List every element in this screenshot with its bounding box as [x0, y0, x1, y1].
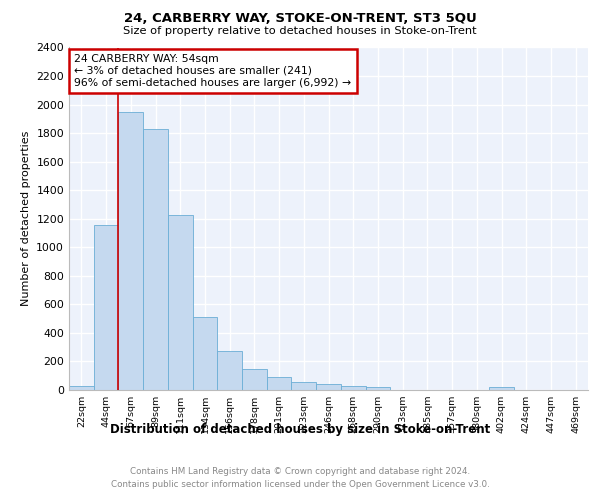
Bar — [316, 384, 341, 390]
Y-axis label: Number of detached properties: Number of detached properties — [21, 131, 31, 306]
Bar — [193, 317, 217, 390]
Bar — [118, 112, 143, 390]
Bar — [242, 368, 267, 390]
Bar — [267, 377, 292, 390]
Bar — [94, 225, 118, 390]
Text: 24 CARBERRY WAY: 54sqm
← 3% of detached houses are smaller (241)
96% of semi-det: 24 CARBERRY WAY: 54sqm ← 3% of detached … — [74, 54, 352, 88]
Bar — [168, 215, 193, 390]
Bar — [69, 386, 94, 390]
Text: Distribution of detached houses by size in Stoke-on-Trent: Distribution of detached houses by size … — [110, 422, 490, 436]
Text: Contains HM Land Registry data © Crown copyright and database right 2024.
Contai: Contains HM Land Registry data © Crown c… — [110, 468, 490, 489]
Bar — [217, 352, 242, 390]
Bar — [365, 387, 390, 390]
Bar — [292, 382, 316, 390]
Bar — [143, 129, 168, 390]
Text: 24, CARBERRY WAY, STOKE-ON-TRENT, ST3 5QU: 24, CARBERRY WAY, STOKE-ON-TRENT, ST3 5Q… — [124, 12, 476, 24]
Bar — [341, 386, 365, 390]
Text: Size of property relative to detached houses in Stoke-on-Trent: Size of property relative to detached ho… — [123, 26, 477, 36]
Bar — [489, 387, 514, 390]
